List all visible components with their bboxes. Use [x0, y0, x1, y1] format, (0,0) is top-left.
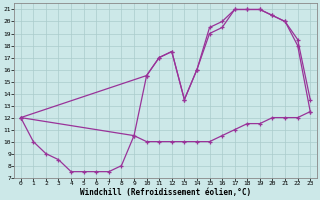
X-axis label: Windchill (Refroidissement éolien,°C): Windchill (Refroidissement éolien,°C) [80, 188, 251, 197]
